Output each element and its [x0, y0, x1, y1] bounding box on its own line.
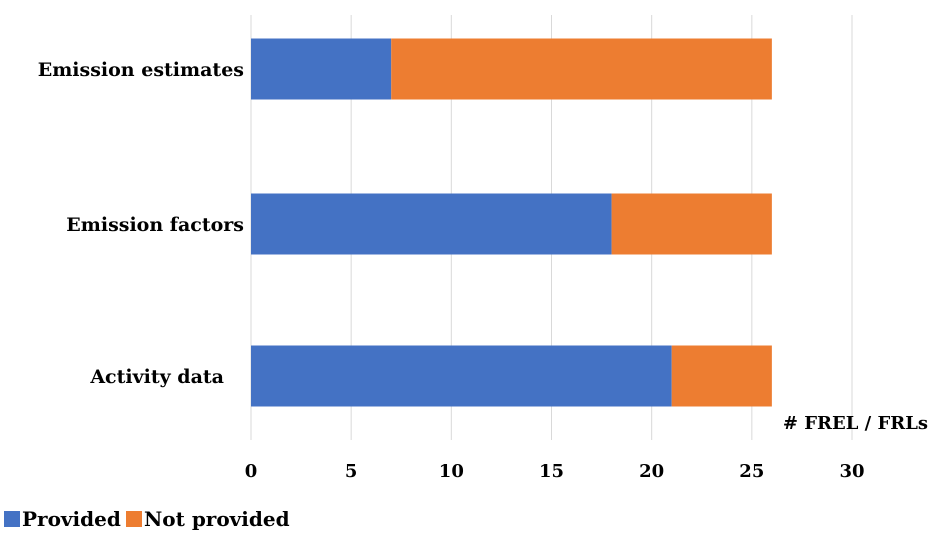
- x-tick-label: 0: [245, 461, 258, 482]
- legend: Provided Not provided: [4, 507, 290, 531]
- x-axis-title: # FREL / FRLs: [783, 413, 928, 434]
- x-tick-labels: 0 5 10 15 20 25 30: [245, 461, 865, 482]
- bar-not-provided: [391, 38, 772, 100]
- category-label: Activity data: [89, 366, 224, 388]
- x-tick-label: 20: [639, 461, 664, 482]
- legend-swatch: [126, 511, 142, 527]
- legend-label: Not provided: [144, 507, 290, 531]
- legend-label: Provided: [22, 507, 121, 531]
- x-tick-label: 25: [739, 461, 764, 482]
- x-tick-label: 10: [439, 461, 464, 482]
- bar-not-provided: [611, 193, 772, 255]
- bar-provided: [251, 193, 612, 255]
- bar-provided: [251, 345, 672, 407]
- bar-not-provided: [671, 345, 772, 407]
- x-tick-label: 30: [839, 461, 864, 482]
- category-labels: Emission estimates Emission factors Activi…: [38, 59, 244, 388]
- category-label: Emission factors: [66, 214, 244, 236]
- x-tick-label: 15: [539, 461, 564, 482]
- bar-provided: [251, 38, 392, 100]
- bars: [251, 38, 772, 407]
- legend-swatch: [4, 511, 20, 527]
- x-tick-label: 5: [345, 461, 358, 482]
- category-label: Emission estimates: [38, 59, 244, 81]
